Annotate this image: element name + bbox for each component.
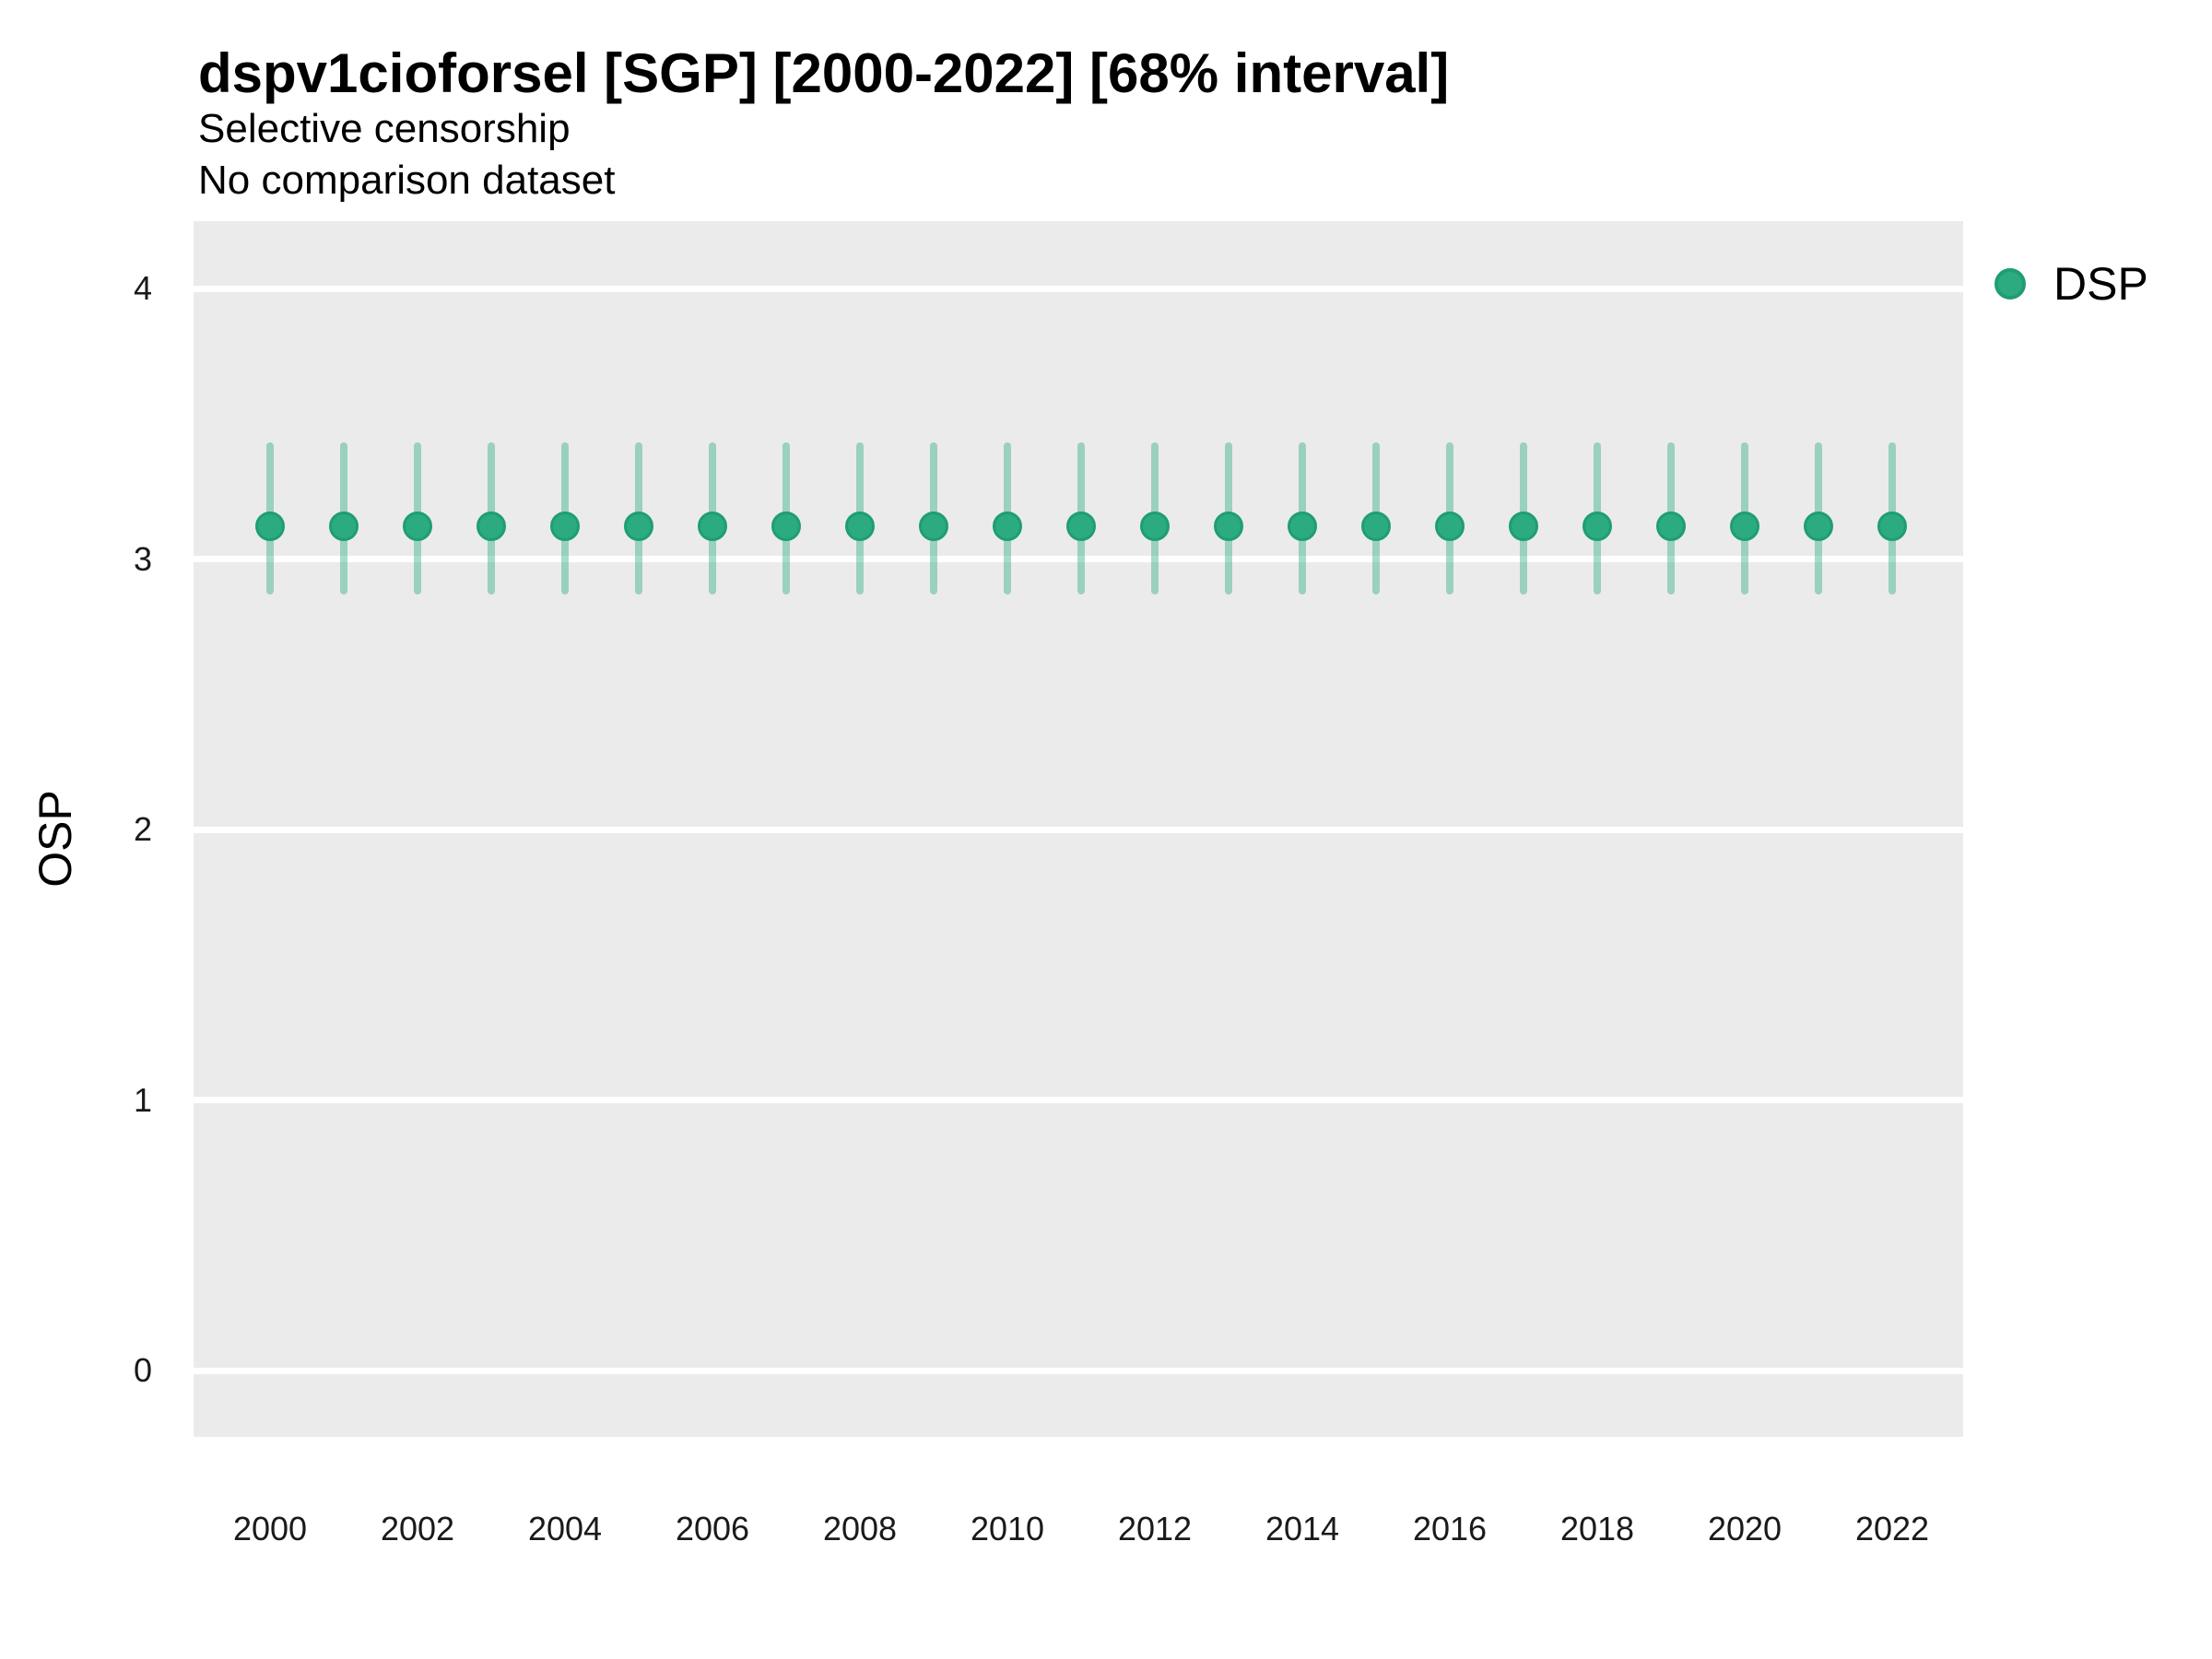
gridline-y-3 [194,556,1963,562]
gridline-y-4 [194,285,1963,292]
data-point-2021 [1804,512,1833,542]
data-point-2017 [1509,512,1538,542]
data-point-2018 [1583,512,1612,542]
y-tick-label-2: 2 [133,810,152,848]
data-point-2009 [919,512,948,542]
data-point-2012 [1140,512,1170,542]
data-point-2001 [329,512,359,542]
x-tick-label-2006: 2006 [675,1510,750,1547]
data-point-2003 [477,512,506,542]
gridline-y-1 [194,1097,1963,1103]
x-tick-label-2022: 2022 [1854,1510,1930,1547]
chart-title: dspv1cioforsel [SGP] [2000-2022] [68% in… [198,42,1450,104]
x-tick-label-2008: 2008 [822,1510,898,1547]
data-point-2019 [1656,512,1686,542]
x-tick-label-2000: 2000 [232,1510,308,1547]
gridline-y-2 [194,826,1963,833]
gridline-y-0 [194,1367,1963,1374]
data-point-2000 [255,512,285,542]
data-point-2010 [993,512,1022,542]
x-tick-label-2020: 2020 [1707,1510,1783,1547]
y-tick-label-4: 4 [133,269,152,307]
plot-panel [194,221,1963,1437]
data-point-2016 [1435,512,1465,542]
data-point-2002 [403,512,432,542]
legend-label-dsp: DSP [2053,258,2148,310]
x-tick-label-2016: 2016 [1412,1510,1488,1547]
data-point-2008 [845,512,875,542]
y-tick-label-0: 0 [133,1351,152,1389]
data-point-2007 [771,512,801,542]
x-tick-label-2012: 2012 [1117,1510,1193,1547]
data-point-2014 [1288,512,1317,542]
subtitle-line-1: Selective censorship [198,106,571,151]
y-tick-label-1: 1 [133,1080,152,1119]
chart-subtitle: Selective censorship No comparison datas… [198,103,615,206]
y-tick-label-3: 3 [133,539,152,578]
x-tick-label-2010: 2010 [970,1510,1045,1547]
legend: DSP [1994,261,2148,307]
data-point-2015 [1361,512,1391,542]
x-tick-label-2004: 2004 [527,1510,603,1547]
x-tick-label-2018: 2018 [1559,1510,1635,1547]
subtitle-line-2: No comparison dataset [198,158,616,203]
x-tick-label-2014: 2014 [1265,1510,1340,1547]
data-point-2004 [550,512,580,542]
data-point-2006 [698,512,727,542]
legend-dot-dsp [1994,268,2026,300]
x-tick-label-2002: 2002 [380,1510,455,1547]
data-point-2005 [624,512,653,542]
data-point-2020 [1730,512,1759,542]
data-point-2022 [1877,512,1907,542]
data-point-2011 [1066,512,1096,542]
data-point-2013 [1214,512,1243,542]
